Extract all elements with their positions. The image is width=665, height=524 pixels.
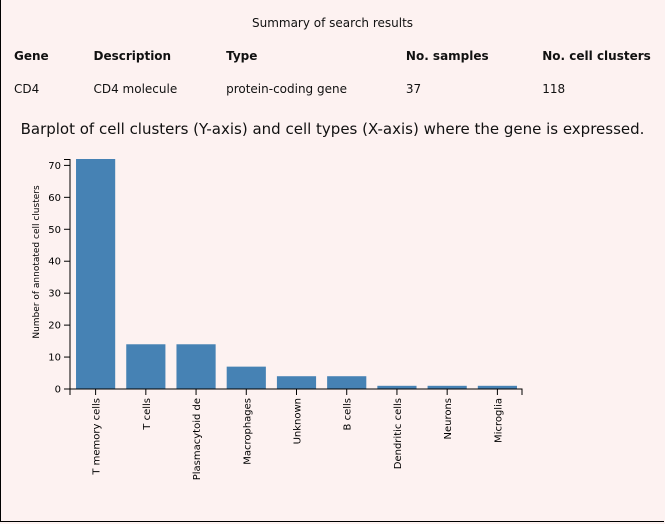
table-cell: 118: [542, 82, 566, 96]
y-tick-label: 60: [48, 193, 61, 204]
bar: [176, 344, 216, 389]
x-tick-label: Neurons: [443, 398, 454, 440]
x-tick-label: Macrophages: [242, 398, 253, 465]
x-tick-label: Microglia: [493, 398, 504, 443]
table-cell: protein-coding gene: [226, 82, 347, 96]
summary-table: Gene Description Type No. samples No. cell c…: [6, 46, 665, 112]
x-tick-label: B cells: [343, 398, 354, 430]
x-axis: [69, 388, 523, 395]
table-header-row: Gene Description Type No. samples No. cell c…: [6, 46, 665, 66]
x-tick-label: Unknown: [293, 398, 304, 444]
table-cell: CD4: [14, 82, 40, 96]
y-tick-label: 30: [48, 289, 61, 300]
summary-caption: Summary of search results: [251, 16, 414, 30]
bar: [226, 366, 266, 389]
y-tick-label: 40: [48, 257, 61, 268]
y-tick-label: 70: [48, 161, 61, 172]
x-tick-label: Plasmacytoid de: [192, 398, 203, 480]
y-tick-label: 10: [48, 353, 61, 364]
y-axis: [64, 159, 71, 390]
y-tick-label: 20: [48, 321, 61, 332]
table-cell: CD4 molecule: [93, 82, 178, 96]
y-tick-label: 50: [48, 225, 61, 236]
column-header: No. cell clusters: [542, 49, 651, 63]
bar: [427, 385, 467, 389]
bar-chart: T memory cells T cells Plasmacytoid de Macr…: [32, 159, 523, 480]
bar: [377, 385, 417, 389]
column-header: No. samples: [405, 49, 489, 63]
x-tick-label: T memory cells: [92, 398, 103, 476]
x-tick-label: T cells: [142, 398, 153, 431]
bar: [327, 376, 367, 389]
bar: [276, 376, 317, 389]
bar: [477, 385, 517, 389]
column-header: Description: [93, 49, 172, 63]
bar: [76, 159, 116, 389]
y-tick-label: 0: [55, 385, 61, 396]
column-header: Type: [226, 49, 258, 63]
column-header: Gene: [14, 49, 49, 63]
table-cell: 37: [405, 82, 422, 96]
bar: [126, 344, 166, 389]
x-tick-label: Dendritic cells: [393, 398, 404, 469]
chart-title: Barplot of cell clusters (Y-axis) and ce…: [20, 120, 645, 138]
y-axis-label: Number of annotated cell clusters: [32, 185, 42, 339]
table-row: CD4 CD4 molecule protein-coding gene 37 118: [6, 66, 665, 112]
